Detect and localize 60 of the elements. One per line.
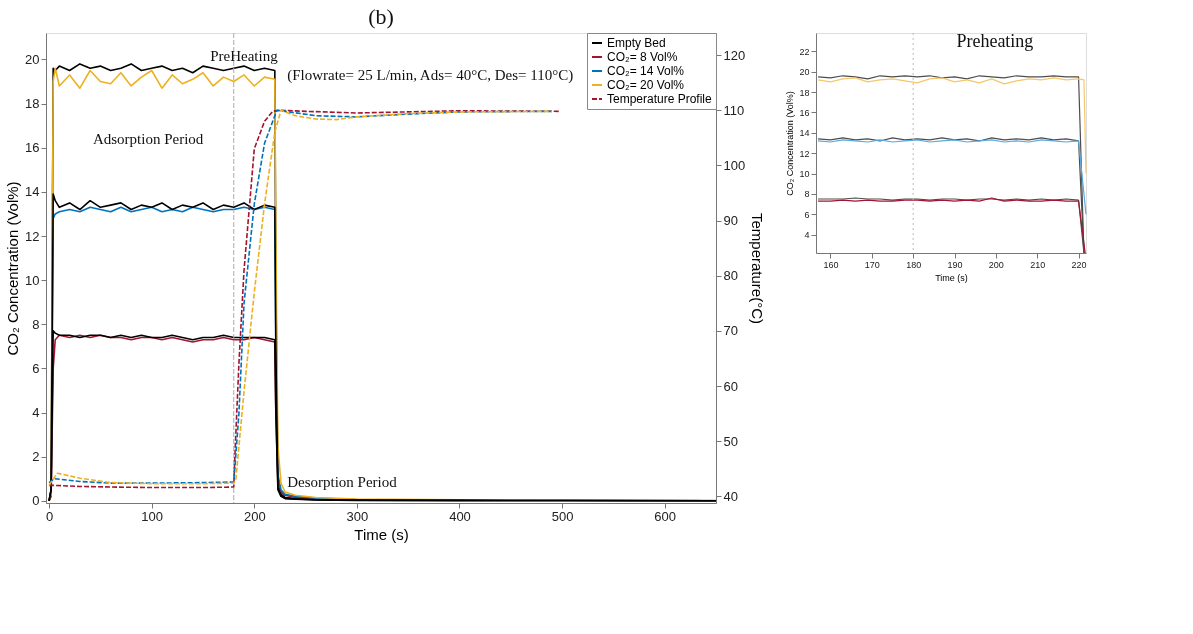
legend-label: CO₂= 14 Vol% (607, 64, 685, 78)
annotation: (Flowrate= 25 L/min, Ads= 40°C, Des= 110°C) (287, 67, 574, 85)
y-axis-title: CO₂ Concentration (Vol%) (4, 181, 22, 356)
y2-tick-label: 90 (723, 213, 738, 229)
y-tick-label: 8 (32, 316, 40, 332)
x-tick-label: 0 (45, 508, 54, 524)
y-tick-label: 2 (32, 449, 40, 465)
y2-tick-label: 100 (723, 157, 746, 173)
y2-tick-label: 60 (723, 378, 738, 394)
y-tick-label: 6 (804, 209, 810, 220)
x-tick-label: 180 (906, 259, 922, 270)
annotation: PreHeating (210, 48, 279, 65)
annotation: Desorption Period (287, 473, 398, 490)
y-tick-label: 20 (799, 67, 810, 78)
y2-tick-label: 40 (723, 488, 738, 504)
y-tick-label: 4 (804, 230, 810, 241)
x-axis-title: Time (s) (935, 272, 968, 283)
x-tick-label: 220 (1071, 259, 1087, 270)
x-tick-label: 300 (346, 508, 369, 524)
y-tick-label: 14 (799, 128, 810, 139)
y-axis-title: CO₂ Concentration (Vol%) (785, 91, 796, 196)
y2-tick-label: 80 (723, 268, 738, 284)
annotation: Preheating (956, 31, 1034, 51)
y-tick-label: 4 (32, 405, 40, 421)
y-tick-label: 18 (25, 96, 40, 112)
x-tick-label: 190 (947, 259, 963, 270)
x-tick-label: 500 (551, 508, 574, 524)
y2-tick-label: 110 (723, 102, 745, 118)
x-tick-label: 170 (864, 259, 880, 270)
x-tick-label: 160 (823, 259, 839, 270)
x-tick-label: 600 (654, 508, 677, 524)
y-tick-label: 14 (25, 184, 40, 200)
annotation: Adsorption Period (92, 130, 204, 147)
y-tick-label: 16 (799, 107, 810, 118)
y2-tick-label: 50 (723, 433, 738, 449)
y-tick-label: 22 (799, 46, 810, 57)
y-tick-label: 18 (799, 87, 810, 98)
y-tick-label: 0 (32, 493, 40, 509)
y-tick-label: 16 (25, 140, 40, 156)
legend-label: CO₂= 8 Vol% (607, 50, 678, 64)
chart-title: (b) (368, 3, 394, 29)
y-tick-label: 6 (32, 360, 40, 376)
y-tick-label: 20 (25, 51, 40, 67)
x-tick-label: 100 (141, 508, 164, 524)
legend-label: CO₂= 20 Vol% (607, 78, 685, 92)
y-tick-label: 12 (799, 148, 810, 159)
y2-tick-label: 120 (723, 47, 746, 63)
y-tick-label: 12 (25, 228, 40, 244)
x-tick-label: 210 (1030, 259, 1046, 270)
y-tick-label: 10 (25, 272, 40, 288)
legend-label: Temperature Profile (607, 92, 713, 106)
x-tick-label: 200 (988, 259, 1004, 270)
x-tick-label: 200 (243, 508, 266, 524)
y2-axis-title: Temperature(°C) (749, 212, 767, 325)
y-tick-label: 10 (799, 169, 810, 180)
x-axis-title: Time (s) (354, 525, 409, 543)
y2-tick-label: 70 (723, 323, 738, 339)
legend-label: Empty Bed (607, 36, 666, 50)
y-tick-label: 8 (804, 189, 810, 200)
x-tick-label: 400 (449, 508, 471, 524)
